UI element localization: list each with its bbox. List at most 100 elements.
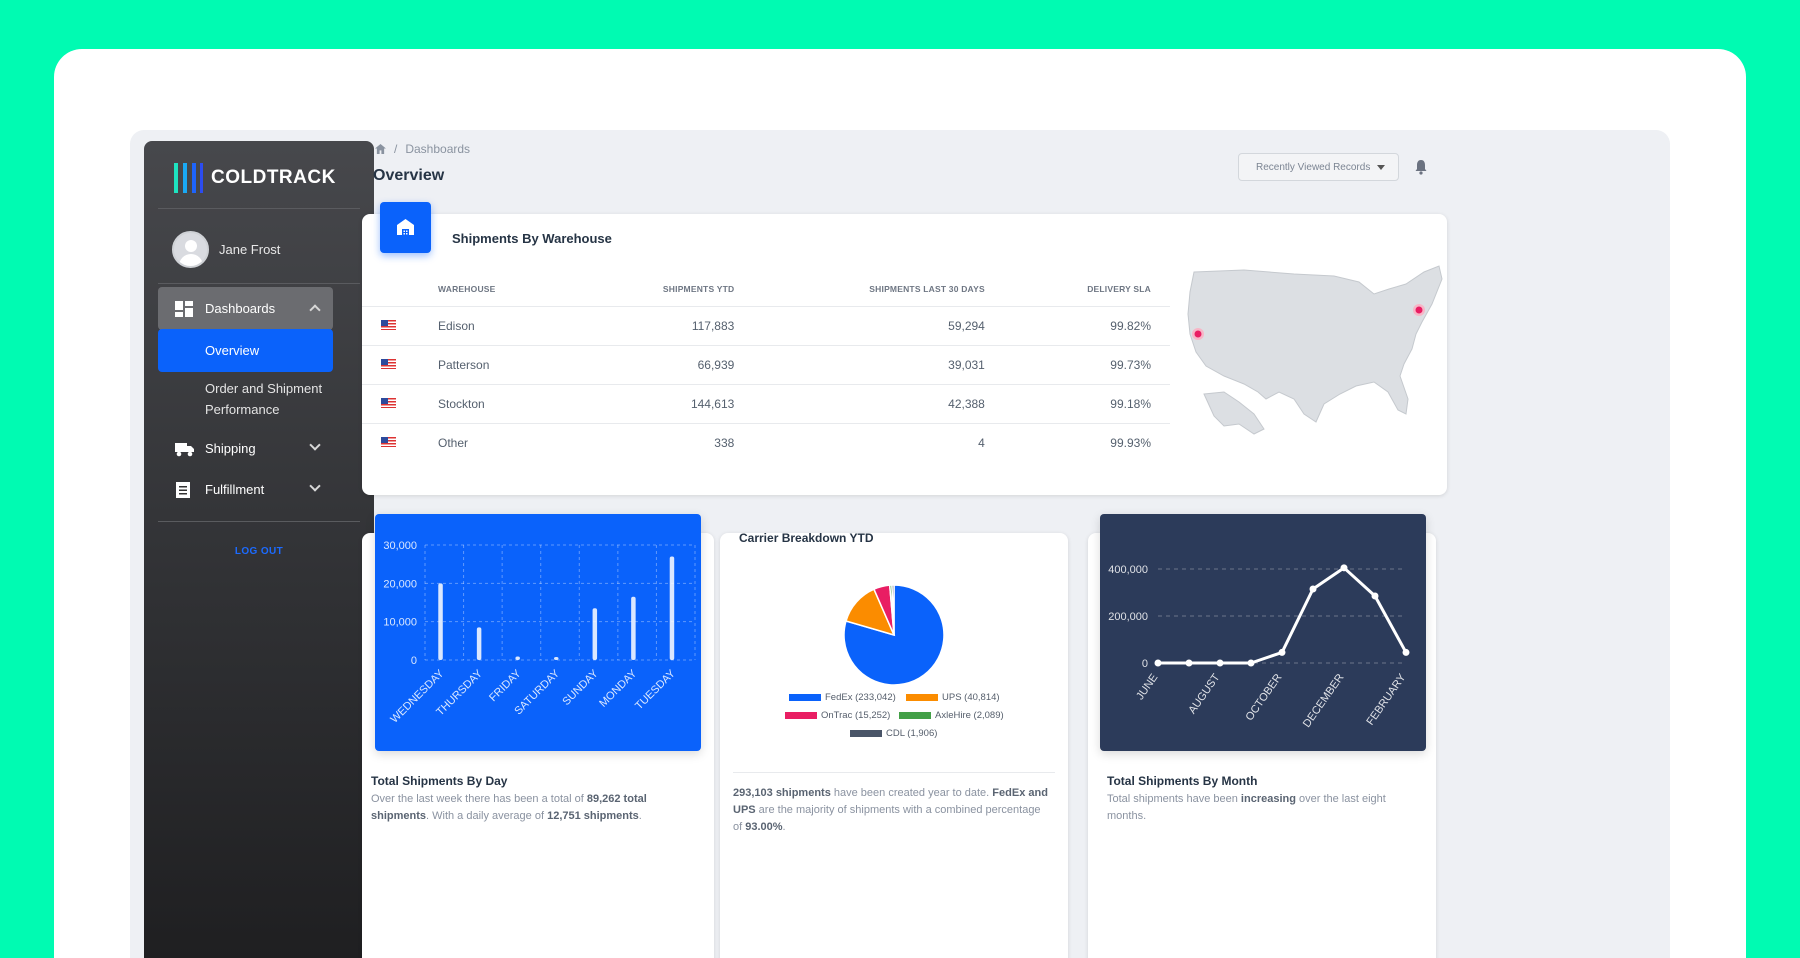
desc-bold: 89,262 total shipments [371,793,647,822]
home-icon[interactable] [375,144,386,154]
warehouse-name: Edison [419,306,575,346]
table-row[interactable]: Other 338 4 99.93% [362,423,1170,462]
desc-bold: 93.00% [745,821,783,833]
by-month-chart: 0 200,000 400,000 JUNE AUGUST OCTOBER DECEMBER… [1100,514,1426,751]
app-window: COLDTRACK Jane Frost Dashboards Overview… [130,130,1670,958]
data-point [1154,659,1162,667]
data-point [1402,648,1410,656]
y-tick-label: 20,000 [383,578,417,590]
user-profile[interactable]: Jane Frost [172,231,280,268]
carrier-title: Carrier Breakdown YTD [739,531,874,545]
sidebar-item-label: Fulfillment [205,482,265,497]
user-name: Jane Frost [219,242,281,257]
caret-down-icon [1377,165,1385,170]
divider [733,772,1055,773]
table-row[interactable]: Edison 117,883 59,294 99.82% [362,306,1170,346]
y-tick-label: 0 [1142,658,1148,670]
legend-item[interactable]: UPS (40,814) [906,692,1000,703]
legend-label: FedEx (233,042) [825,692,896,703]
chevron-down-icon [309,480,321,492]
us-flag-icon [381,358,396,369]
warehouse-card: Shipments By Warehouse WAREHOUSE SHIPMEN… [362,202,1447,495]
legend-item[interactable]: OnTrac (15,252) [785,710,890,721]
sidebar-item-shipping[interactable]: Shipping [158,427,333,470]
shipments-last-30: 42,388 [753,384,1004,424]
sidebar-item-label: Dashboards [205,301,276,316]
legend-item[interactable]: AxleHire (2,089) [899,710,1004,721]
delivery-sla: 99.73% [1003,345,1170,385]
desc-text: . With a daily average of [426,810,548,822]
y-tick-label: 10,000 [383,617,417,629]
chevron-up-icon [309,304,321,316]
logo-text: COLDTRACK [211,167,336,188]
legend-label: CDL (1,906) [886,728,938,739]
us-map[interactable] [1184,264,1444,444]
desc-text: over the last eight months. [1107,793,1386,822]
data-point [1309,585,1317,593]
x-tick-label: WEDNESDAY [388,667,447,726]
data-point [1340,564,1348,572]
warehouse-title: Shipments By Warehouse [452,231,612,246]
divider [158,521,360,522]
chevron-down-icon [309,439,321,451]
column-header[interactable]: DELIVERY SLA [1003,273,1170,307]
carrier-pie-chart [843,584,945,686]
by-month-title: Total Shipments By Month [1107,774,1258,788]
sidebar-item-dashboards[interactable]: Dashboards [158,287,333,330]
data-point [1216,659,1224,667]
x-tick-label: FRIDAY [487,667,524,704]
column-header[interactable]: SHIPMENTS YTD [574,273,754,307]
logo[interactable]: COLDTRACK [174,163,336,193]
shipments-ytd: 117,883 [574,306,754,346]
by-day-description: Over the last week there has been a tota… [371,791,701,825]
shipments-last-30: 39,031 [753,345,1004,385]
desc-text: . [782,821,786,833]
table-row[interactable]: Stockton 144,613 42,388 99.18% [362,384,1170,424]
desc-text: Over the last week there has been a tota… [371,793,587,805]
sidebar: COLDTRACK Jane Frost Dashboards Overview… [144,141,374,958]
page-title: Overview [373,167,445,184]
bell-icon[interactable] [1413,159,1429,175]
sidebar-item-overview[interactable]: Overview [158,329,333,372]
bar [669,556,675,660]
column-header[interactable]: WAREHOUSE [419,273,575,307]
recently-viewed-dropdown[interactable]: Recently Viewed Records [1238,153,1399,181]
sidebar-item-order-performance[interactable]: Order and Shipment Performance [205,378,335,420]
truck-icon [175,441,194,457]
x-tick-label: SUNDAY [560,667,601,708]
flag-column-header [362,273,419,307]
legend-label: AxleHire (2,089) [935,710,1004,721]
breadcrumb-current[interactable]: Dashboards [405,142,471,156]
logout-button[interactable]: LOG OUT [234,546,284,557]
desc-text: are the majority of shipments with a com… [733,804,1041,833]
desc-bold: FedEx and UPS [733,787,1048,816]
sidebar-item-fulfillment[interactable]: Fulfillment [158,468,333,511]
delivery-sla: 99.93% [1110,435,1151,450]
legend-item[interactable]: FedEx (233,042) [789,692,896,703]
x-tick-label: FEBRUARY [1364,671,1408,727]
shipments-ytd: 66,939 [574,345,754,385]
dashboard-icon [175,300,193,317]
desc-bold: 12,751 shipments [547,810,639,822]
x-tick-label: TUESDAY [633,667,678,712]
by-month-line-chart: 0 200,000 400,000 JUNE AUGUST OCTOBER DECEMBER… [1108,564,1410,730]
legend-item[interactable]: CDL (1,906) [850,728,937,739]
x-tick-label: OCTOBER [1244,672,1285,723]
desc-text: Total shipments have been [1107,793,1241,805]
warehouse-name: Stockton [419,384,575,424]
delivery-sla: 99.82% [1003,306,1170,346]
sidebar-item-label: Order and Shipment [205,381,323,396]
column-header[interactable]: SHIPMENTS LAST 30 DAYS [753,273,1004,307]
bar [438,583,443,660]
logo-mark-icon [174,163,204,193]
y-tick-label: 30,000 [383,540,417,552]
avatar [172,231,209,268]
series-line [1158,566,1408,665]
x-tick-label: AUGUST [1186,672,1222,717]
table-row[interactable]: Patterson 66,939 39,031 99.73% [362,345,1170,385]
sidebar-item-label: Shipping [205,441,256,456]
data-point [1371,592,1379,600]
dropdown-label: Recently Viewed Records [1256,161,1371,173]
carrier-description: 293,103 shipments have been created year… [733,785,1049,836]
